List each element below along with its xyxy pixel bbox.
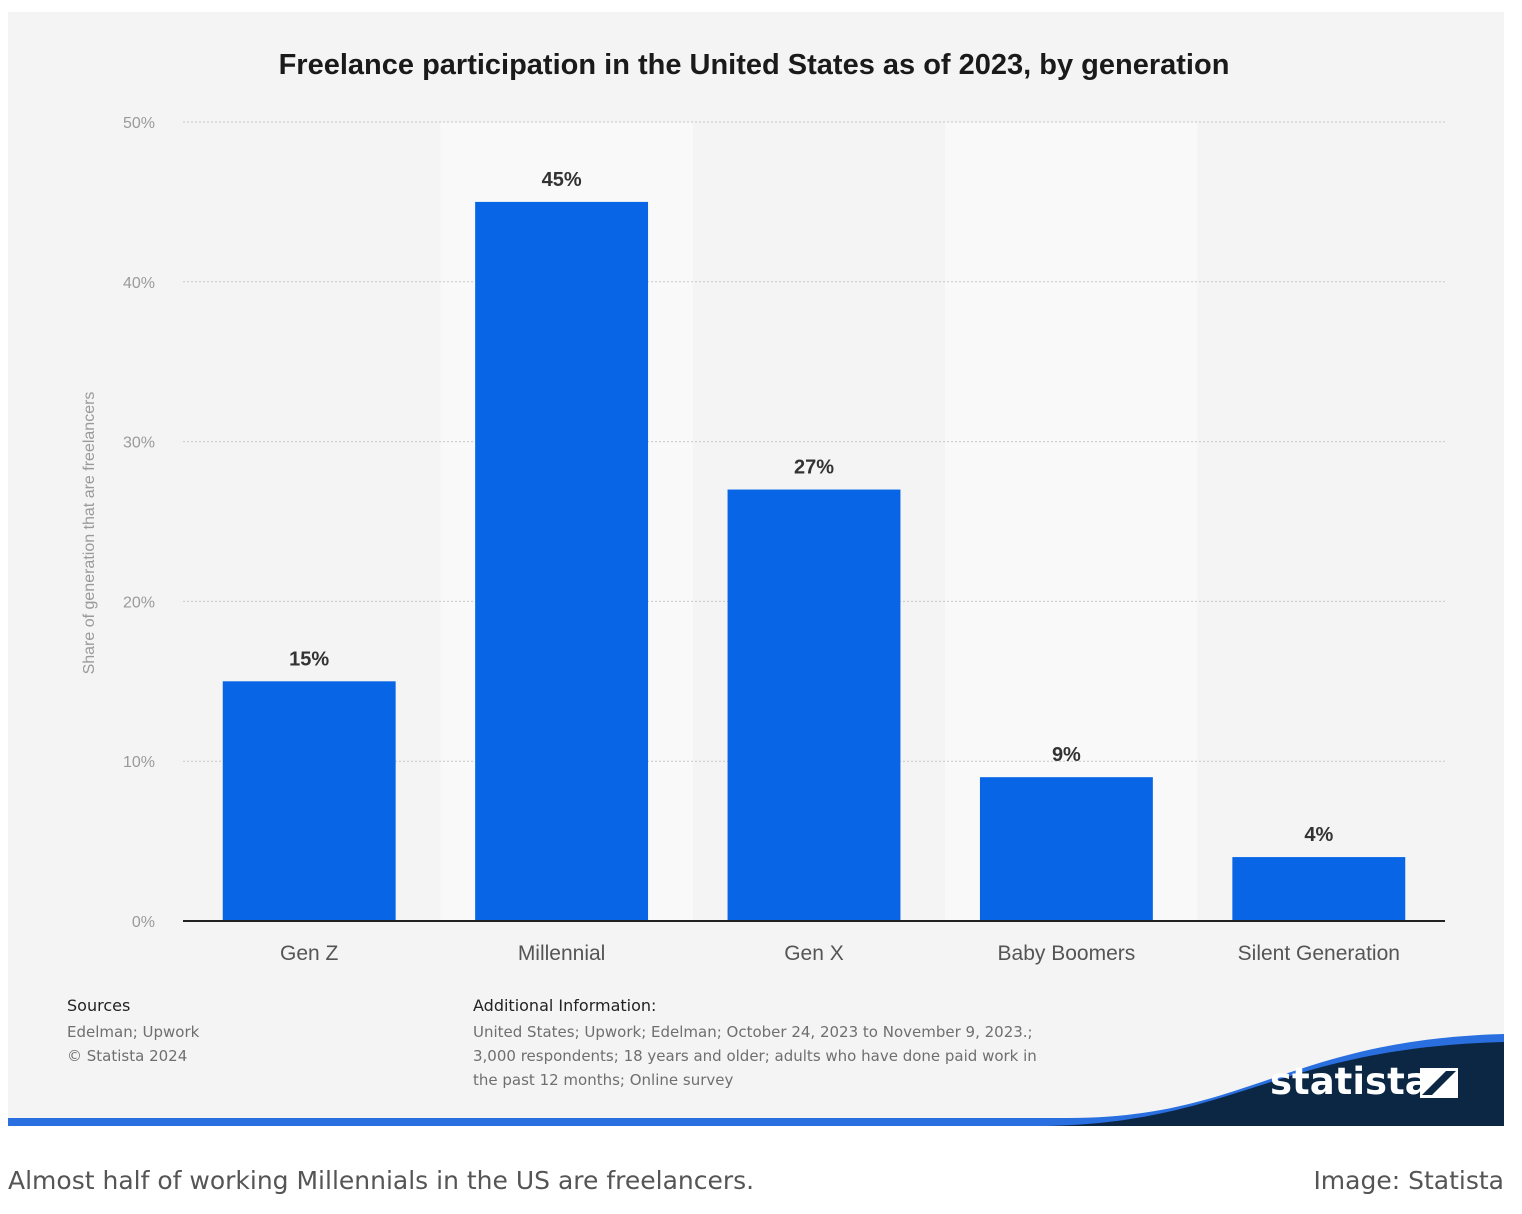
y-tick-label: 40%: [123, 275, 155, 292]
x-tick-label: Gen X: [784, 942, 844, 965]
statista-logo-text: statista: [1270, 1060, 1430, 1103]
x-tick-label: Millennial: [518, 942, 606, 965]
bar-chart: Freelance participation in the United St…: [8, 49, 1504, 1126]
bar: [979, 777, 1153, 921]
y-tick-label: 20%: [123, 594, 155, 611]
bar: [475, 201, 649, 921]
sources-line: Edelman; Upwork: [67, 1023, 200, 1041]
y-tick-label: 50%: [123, 115, 155, 132]
y-tick-label: 30%: [123, 435, 155, 452]
value-label: 45%: [542, 169, 582, 191]
chart-card: Freelance participation in the United St…: [8, 12, 1504, 1126]
y-axis-label: Share of generation that are freelancers: [81, 392, 98, 675]
y-tick-label: 10%: [123, 754, 155, 771]
value-label: 27%: [794, 457, 834, 479]
image-credit: Image: Statista: [1313, 1166, 1504, 1195]
value-label: 4%: [1304, 824, 1333, 846]
value-label: 15%: [289, 648, 329, 670]
x-tick-label: Baby Boomers: [998, 942, 1136, 965]
statista-logo-icon: [1420, 1068, 1458, 1098]
image-caption: Almost half of working Millennials in th…: [8, 1166, 755, 1195]
additional-info-line: the past 12 months; Online survey: [473, 1071, 734, 1089]
additional-info-block: Additional Information: United States; U…: [473, 996, 1037, 1092]
x-tick-label: Silent Generation: [1238, 942, 1400, 965]
additional-info-line: 3,000 respondents; 18 years and older; a…: [473, 1047, 1037, 1065]
copyright-line: © Statista 2024: [67, 1047, 188, 1065]
additional-info-line: United States; Upwork; Edelman; October …: [473, 1023, 1033, 1041]
bar: [1232, 857, 1406, 921]
sources-title: Sources: [67, 996, 131, 1015]
x-tick-label: Gen Z: [280, 942, 339, 965]
additional-info-title: Additional Information:: [473, 996, 657, 1015]
sources-block: Sources Edelman; Upwork © Statista 2024: [67, 996, 199, 1068]
chart-title: Freelance participation in the United St…: [279, 49, 1230, 81]
y-tick-label: 0%: [132, 914, 155, 931]
value-label: 9%: [1052, 744, 1081, 766]
logo-swoosh: [1048, 1042, 1504, 1126]
bar: [727, 489, 901, 921]
bar: [222, 681, 396, 921]
